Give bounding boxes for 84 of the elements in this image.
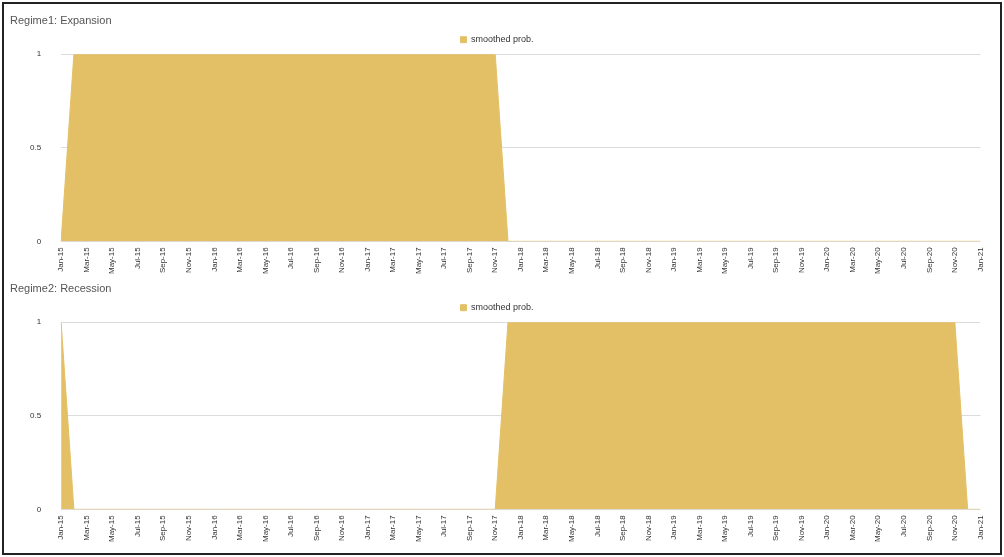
x-tick-label: Jul-17 <box>439 514 449 538</box>
x-tick-label: Sep-15 <box>158 246 168 274</box>
y-tick-label: 0 <box>36 236 42 246</box>
x-tick-label: Mar-20 <box>847 514 857 541</box>
x-tick-label: Sep-19 <box>771 246 781 274</box>
x-tick-label: Jan-17 <box>362 246 372 272</box>
x-tick-label: Jan-20 <box>822 514 832 540</box>
x-tick-label: Mar-15 <box>81 514 91 541</box>
x-tick-label: Jan-18 <box>515 514 525 540</box>
x-tick-label: Sep-18 <box>618 246 628 274</box>
legend-label: smoothed prob. <box>470 302 534 313</box>
x-tick-label: Nov-16 <box>337 514 347 542</box>
x-tick-label: Sep-16 <box>311 514 321 542</box>
x-tick-label: Jul-15 <box>132 514 142 538</box>
x-tick-label: Jul-16 <box>286 514 296 538</box>
x-tick-label: Jan-21 <box>975 246 985 272</box>
y-tick-label: 1 <box>36 49 42 59</box>
x-tick-label: Jan-20 <box>822 246 832 272</box>
x-tick-label: Jul-17 <box>439 246 449 270</box>
x-tick-label: Sep-15 <box>158 514 168 542</box>
x-tick-label: Mar-19 <box>694 246 704 273</box>
x-tick-label: May-17 <box>413 514 423 543</box>
x-tick-label: Sep-20 <box>924 514 934 542</box>
x-tick-label: Nov-19 <box>796 514 806 542</box>
x-tick-label: Sep-20 <box>924 246 934 274</box>
x-tick-label: Sep-16 <box>311 246 321 274</box>
x-tick-label: Jan-21 <box>975 514 985 540</box>
x-tick-label: Jul-20 <box>899 514 908 538</box>
x-tick-label: Jan-15 <box>56 514 66 540</box>
x-tick-label: May-15 <box>107 246 117 275</box>
x-tick-label: Mar-19 <box>694 514 704 541</box>
x-tick-label: May-18 <box>567 514 577 543</box>
x-tick-label: May-20 <box>873 246 883 275</box>
x-tick-label: Sep-17 <box>464 246 474 274</box>
x-tick-label: Jul-19 <box>745 514 755 538</box>
x-tick-label: Jan-19 <box>669 514 679 540</box>
x-tick-label: May-19 <box>720 246 730 275</box>
x-tick-label: Sep-17 <box>464 514 474 542</box>
x-tick-label: Nov-17 <box>490 514 500 542</box>
x-tick-label: Jul-16 <box>286 246 296 270</box>
x-tick-label: Mar-18 <box>541 514 551 541</box>
chart-title: Regime1: Expansion <box>10 13 112 26</box>
x-tick-label: Mar-16 <box>235 246 245 273</box>
x-tick-label: May-16 <box>260 246 270 275</box>
x-tick-label: Sep-19 <box>771 514 781 542</box>
x-tick-label: May-18 <box>567 246 577 275</box>
x-tick-label: May-19 <box>720 514 730 543</box>
x-tick-label: Mar-17 <box>388 514 398 541</box>
x-tick-label: Nov-16 <box>337 246 347 274</box>
x-tick-label: Jul-15 <box>132 246 142 270</box>
chart-title: Regime2: Recession <box>10 281 112 294</box>
x-tick-label: Nov-18 <box>643 514 653 542</box>
legend-label: smoothed prob. <box>470 34 534 45</box>
y-tick-label: 1 <box>36 317 42 327</box>
x-tick-label: Jan-17 <box>362 514 372 540</box>
y-tick-label: 0.5 <box>30 410 42 420</box>
x-tick-label: Nov-20 <box>950 514 960 542</box>
y-tick-label: 0.5 <box>30 142 42 152</box>
x-tick-label: May-17 <box>413 246 423 275</box>
x-tick-label: Sep-18 <box>618 514 628 542</box>
x-tick-label: Nov-15 <box>184 246 193 274</box>
x-tick-label: Nov-18 <box>643 246 653 274</box>
x-tick-label: Jul-18 <box>592 246 602 270</box>
x-tick-label: Mar-17 <box>388 246 398 273</box>
x-tick-label: Jan-15 <box>56 246 66 272</box>
x-tick-label: Nov-15 <box>184 514 193 542</box>
x-tick-label: May-15 <box>107 514 117 543</box>
x-tick-label: Jan-16 <box>209 246 219 272</box>
x-tick-label: May-16 <box>260 514 270 543</box>
x-tick-label: Mar-16 <box>235 514 245 541</box>
x-tick-label: Jul-18 <box>592 514 602 538</box>
x-tick-label: Nov-17 <box>490 246 500 274</box>
x-tick-label: Jul-19 <box>745 246 755 270</box>
x-tick-label: May-20 <box>873 514 883 543</box>
x-tick-label: Nov-19 <box>796 246 806 274</box>
x-tick-label: Jul-20 <box>899 246 908 270</box>
x-tick-label: Mar-15 <box>81 246 91 273</box>
y-tick-label: 0 <box>36 504 42 514</box>
x-tick-label: Mar-20 <box>847 246 857 273</box>
x-tick-label: Jan-19 <box>669 246 679 272</box>
x-tick-label: Jan-18 <box>515 246 525 272</box>
x-tick-label: Mar-18 <box>541 246 551 273</box>
x-tick-label: Nov-20 <box>950 246 960 274</box>
x-tick-label: Jan-16 <box>209 514 219 540</box>
